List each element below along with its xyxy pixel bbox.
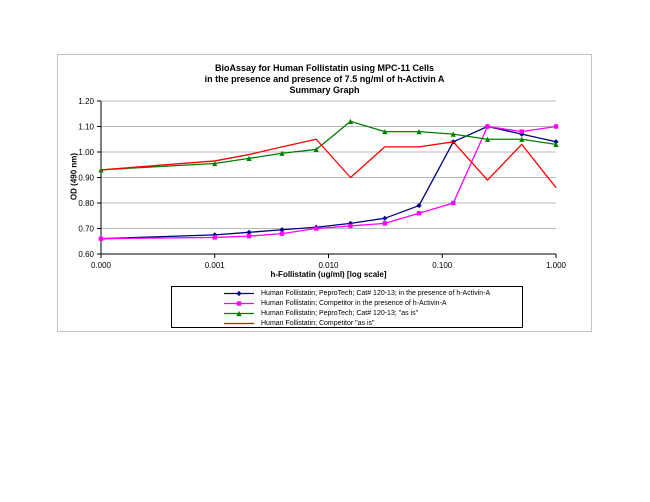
legend-square-icon: [224, 300, 254, 306]
legend-item: Human Follistatin; PeproTech; Cat# 120-1…: [222, 288, 522, 298]
svg-text:1.20: 1.20: [78, 97, 94, 106]
x-axis-label: h-Follistatin (ug/ml) [log scale]: [270, 270, 387, 279]
legend-diamond-icon: [224, 290, 254, 296]
chart-title-line-1: BioAssay for Human Follistatin using MPC…: [214, 63, 435, 73]
svg-text:0.100: 0.100: [432, 261, 453, 270]
legend-label: Human Follistatin; PeproTech; Cat# 120-1…: [261, 309, 419, 317]
svg-text:0.000: 0.000: [91, 261, 112, 270]
legend: Human Follistatin; PeproTech; Cat# 120-1…: [171, 286, 523, 328]
legend-item: Human Follistatin; Competitor in the pre…: [222, 298, 522, 308]
svg-text:1.10: 1.10: [78, 123, 94, 132]
svg-text:1.000: 1.000: [546, 261, 567, 270]
svg-text:0.001: 0.001: [205, 261, 226, 270]
svg-text:0.90: 0.90: [78, 174, 94, 183]
chart-title-line-2: in the presence and presence of 7.5 ng/m…: [204, 74, 445, 84]
legend-item: Human Follistatin; PeproTech; Cat# 120-1…: [222, 308, 522, 318]
svg-text:1.00: 1.00: [78, 148, 94, 157]
svg-text:0.70: 0.70: [78, 225, 94, 234]
legend-label: Human Follistatin; Competitor in the pre…: [261, 299, 447, 307]
chart-title-line-3: Summary Graph: [289, 85, 360, 95]
legend-item: Human Follistatin; Competitor "as is": [222, 318, 522, 328]
legend-line-icon: [224, 322, 254, 324]
bioassay-chart: 0.60 0.70 0.80 0.90 1.00 1.10 1.20 0.000 0.001 0.…: [57, 54, 592, 332]
legend-label: Human Follistatin; Competitor "as is": [261, 319, 375, 327]
y-axis-label: OD (490 nm): [69, 152, 79, 201]
plot-svg: 0.60 0.70 0.80 0.90 1.00 1.10 1.20 0.000 0.001 0.…: [78, 97, 567, 270]
legend-label: Human Follistatin; PeproTech; Cat# 120-1…: [261, 289, 491, 297]
svg-text:0.80: 0.80: [78, 199, 94, 208]
legend-triangle-icon: [224, 310, 254, 316]
chart-title: BioAssay for Human Follistatin using MPC…: [58, 63, 591, 96]
svg-text:0.010: 0.010: [318, 261, 339, 270]
svg-text:0.60: 0.60: [78, 250, 94, 259]
